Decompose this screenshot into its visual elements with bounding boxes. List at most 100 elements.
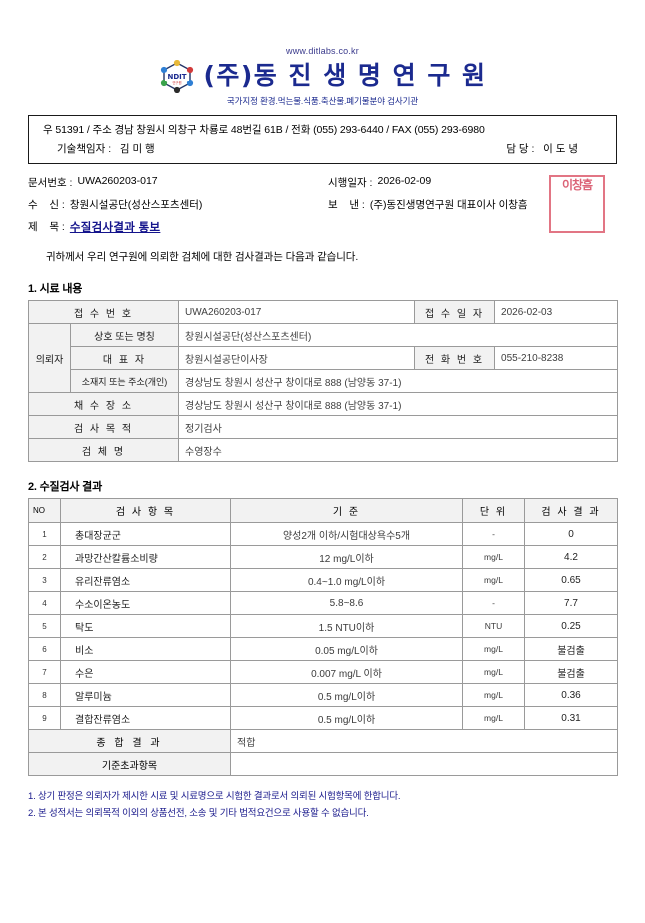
tech-manager-label: 기술책임자 : xyxy=(57,143,112,155)
meta-row-doc-no: 문서번호 : UWA260203-017 시행일자 : 2026-02-09 xyxy=(28,175,617,190)
table-row: 소재지 또는 주소(개인) 경상남도 창원시 성산구 창이대로 888 (남양동… xyxy=(29,369,619,393)
receipt-no-value: UWA260203-017 xyxy=(178,300,416,324)
row-standard: 0.007 mg/L 이하 xyxy=(230,660,463,684)
sample-info-table: 접 수 번 호 UWA260203-017 접 수 일 자 2026-02-03… xyxy=(27,300,619,462)
row-no: 2 xyxy=(28,545,61,569)
sample-name-value: 수영장수 xyxy=(178,438,619,462)
table-row: 7 수은 0.007 mg/L 이하 mg/L 불검출 xyxy=(28,660,618,684)
footnotes: 1. 상기 판정은 의뢰자가 제시한 시료 및 시료명으로 시험한 결과로서 의… xyxy=(28,788,617,822)
notice-text: 귀하께서 우리 연구원에 의뢰한 검체에 대한 검사결과는 다음과 같습니다. xyxy=(46,251,359,263)
company-title-row: NDIT 연구원 (주)동 진 생 명 연 구 원 xyxy=(28,60,617,93)
charge-label: 담 당 : xyxy=(506,143,535,155)
row-result: 0 xyxy=(524,522,618,546)
sample-name-label: 검 체 명 xyxy=(27,438,180,462)
row-standard: 0.5 mg/L이하 xyxy=(230,706,463,730)
row-unit: mg/L xyxy=(462,683,525,707)
row-standard: 1.5 NTU이하 xyxy=(230,614,463,638)
company-name: (주)동 진 생 명 연 구 원 xyxy=(203,61,487,91)
row-item: 결합잔류염소 xyxy=(60,706,231,730)
row-item: 총대장균군 xyxy=(60,522,231,546)
row-item: 과망간산칼륨소비량 xyxy=(60,545,231,569)
company-name-label: 상호 또는 명칭 xyxy=(69,323,180,347)
svg-text:연구원: 연구원 xyxy=(173,80,182,85)
sampling-place-value: 경상남도 창원시 성산구 창이대로 888 (남양동 37-1) xyxy=(178,392,619,416)
charge-value: 이 도 녕 xyxy=(543,143,578,155)
sender-label: 보 낸 : xyxy=(328,199,365,211)
table-row: 3 유리잔류염소 0.4~1.0 mg/L이하 mg/L 0.65 xyxy=(28,568,618,592)
phone-value: 055-210-8238 xyxy=(494,346,619,370)
table-row: 1 총대장균군 양성2개 이하/시험대상욕수5개 - 0 xyxy=(28,522,618,546)
report-page: www.ditlabs.co.kr NDIT 연구원 (주)동 진 생 명 연 … xyxy=(0,46,645,923)
row-no: 9 xyxy=(28,706,61,730)
row-no: 5 xyxy=(28,614,61,638)
row-unit: - xyxy=(462,522,525,546)
subject-value: 수질검사결과 통보 xyxy=(69,222,161,234)
row-unit: mg/L xyxy=(462,637,525,661)
client-label: 의뢰자 xyxy=(28,323,71,393)
table-row-overall: 종 합 결 과 적합 xyxy=(28,729,618,753)
address-box: 우 51391 / 주소 경남 창원시 의창구 차룡로 48번길 61B / 전… xyxy=(28,115,617,164)
overall-result-value: 적합 xyxy=(230,729,618,753)
footnote-1: 1. 상기 판정은 의뢰자가 제시한 시료 및 시료명으로 시험한 결과로서 의… xyxy=(28,791,401,802)
footnote-2: 2. 본 성적서는 의뢰목적 이외의 상품선전, 소송 및 기타 법적요건으로 … xyxy=(28,808,369,819)
row-no: 1 xyxy=(28,522,61,546)
exceeded-items-label: 기준초과항목 xyxy=(28,752,231,776)
company-seal-stamp: 이창흠 xyxy=(549,175,605,233)
address-value: 경상남도 창원시 성산구 창이대로 888 (남양동 37-1) xyxy=(178,369,619,393)
table-row: 채 수 장 소 경상남도 창원시 성산구 창이대로 888 (남양동 37-1) xyxy=(27,392,619,416)
subject-label: 제 목 : xyxy=(28,221,65,233)
row-result: 불검출 xyxy=(524,660,618,684)
row-item: 비소 xyxy=(60,637,231,661)
row-unit: mg/L xyxy=(462,706,525,730)
table-row: 2 과망간산칼륨소비량 12 mg/L이하 mg/L 4.2 xyxy=(28,545,618,569)
row-item: 탁도 xyxy=(60,614,231,638)
representative-label: 대 표 자 xyxy=(69,346,180,370)
row-result: 4.2 xyxy=(524,545,618,569)
test-results-table: NO 검 사 항 목 기 준 단 위 검 사 결 과 1 총대장균군 양성2개 … xyxy=(28,498,618,776)
row-result: 0.31 xyxy=(524,706,618,730)
row-unit: mg/L xyxy=(462,568,525,592)
receipt-no-label: 접 수 번 호 xyxy=(27,300,180,324)
row-standard: 5.8~8.6 xyxy=(230,591,463,615)
table-row-exceed: 기준초과항목 xyxy=(28,752,618,776)
charge-person: 담 당 : 이 도 녕 xyxy=(506,141,578,156)
row-item: 수소이온농도 xyxy=(60,591,231,615)
tech-manager: 기술책임자 : 김 미 행 xyxy=(57,141,155,156)
receipt-date-value: 2026-02-03 xyxy=(494,300,619,324)
row-result: 7.7 xyxy=(524,591,618,615)
issue-date-label: 시행일자 : xyxy=(328,177,373,189)
row-standard: 양성2개 이하/시험대상욕수5개 xyxy=(230,522,463,546)
row-item: 유리잔류염소 xyxy=(60,568,231,592)
row-item: 알루미늄 xyxy=(60,683,231,707)
receipt-date-label: 접 수 일 자 xyxy=(414,300,496,324)
issue-date-value: 2026-02-09 xyxy=(377,175,432,187)
row-standard: 0.4~1.0 mg/L이하 xyxy=(230,568,463,592)
col-no: NO xyxy=(28,498,61,523)
purpose-value: 정기검사 xyxy=(178,415,619,439)
row-unit: mg/L xyxy=(462,660,525,684)
ndit-logo-icon: NDIT 연구원 xyxy=(158,60,196,93)
col-standard: 기 준 xyxy=(230,498,463,523)
row-result: 0.36 xyxy=(524,683,618,707)
company-subtitle: 국가지정 환경.먹는물.식품.축산물.폐기물분야 검사기관 xyxy=(226,96,419,106)
table-row: 4 수소이온농도 5.8~8.6 - 7.7 xyxy=(28,591,618,615)
col-unit: 단 위 xyxy=(462,498,525,523)
table-row: 검 체 명 수영장수 xyxy=(27,438,619,462)
overall-result-label: 종 합 결 과 xyxy=(28,729,231,753)
sender-value: (주)동진생명연구원 대표이사 이창흠 xyxy=(369,199,528,211)
meta-row-recipient: 수 신 : 창원시설공단(성산스포츠센터) 보 낸 : (주)동진생명연구원 대… xyxy=(28,197,617,212)
row-unit: NTU xyxy=(462,614,525,638)
company-name-value: 창원시설공단(성산스포츠센터) xyxy=(178,323,619,347)
row-item: 수은 xyxy=(60,660,231,684)
row-no: 3 xyxy=(28,568,61,592)
table-row: 6 비소 0.05 mg/L이하 mg/L 불검출 xyxy=(28,637,618,661)
row-unit: mg/L xyxy=(462,545,525,569)
purpose-label: 검 사 목 적 xyxy=(27,415,180,439)
table-row: 대 표 자 창원시설공단이사장 전 화 번 호 055-210-8238 xyxy=(29,346,619,370)
table-row: 8 알루미늄 0.5 mg/L이하 mg/L 0.36 xyxy=(28,683,618,707)
row-result: 0.25 xyxy=(524,614,618,638)
address-line: 우 51391 / 주소 경남 창원시 의창구 차룡로 48번길 61B / 전… xyxy=(43,124,485,136)
row-standard: 12 mg/L이하 xyxy=(230,545,463,569)
section-2-heading: 2. 수질검사 결과 xyxy=(28,481,103,493)
row-standard: 0.05 mg/L이하 xyxy=(230,637,463,661)
